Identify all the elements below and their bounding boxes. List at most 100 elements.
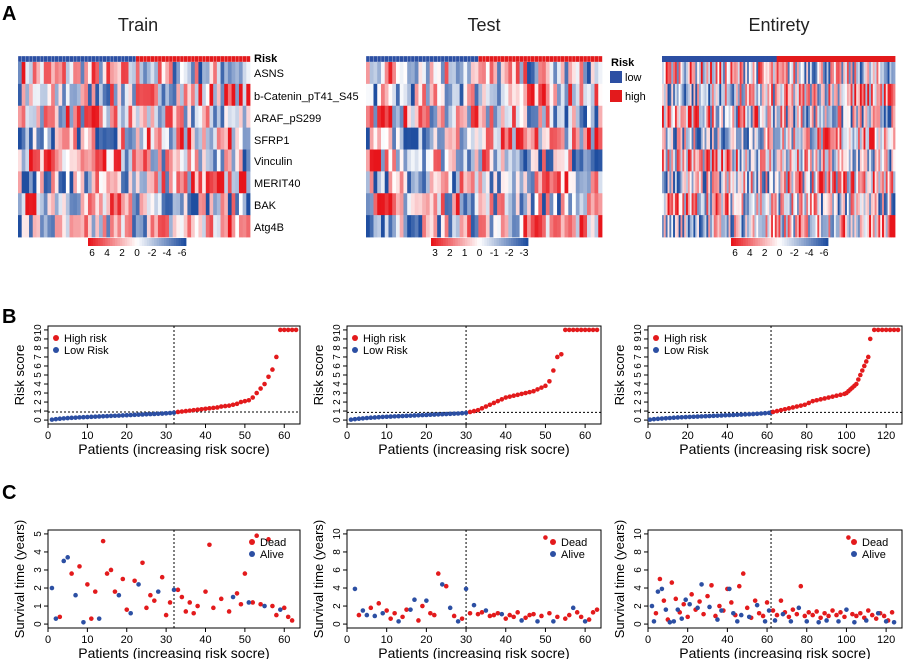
risk-cell: [246, 55, 251, 63]
heatmap-cell: [771, 62, 774, 85]
heatmap-cell: [867, 149, 870, 172]
point-low: [796, 605, 802, 611]
risk-cell: [747, 56, 750, 62]
heatmap-cell: [889, 83, 892, 107]
heatmap-cell: [791, 171, 794, 194]
risk-cell: [819, 56, 822, 62]
heatmap-cell: [198, 83, 203, 107]
heatmap-cell: [384, 215, 389, 238]
heatmap-cell: [680, 83, 683, 107]
risk-cell: [680, 56, 683, 62]
heatmap-cell: [69, 193, 74, 216]
risk-cell: [139, 55, 144, 63]
point-low: [278, 607, 283, 612]
heatmap-cell: [826, 149, 829, 172]
point-low: [719, 608, 724, 613]
heatmap-cell: [787, 215, 790, 238]
heatmap-cell: [691, 215, 694, 238]
heatmap-cell: [180, 149, 185, 172]
point-high: [713, 613, 718, 619]
heatmap-cell: [765, 127, 768, 150]
heatmap-cell: [84, 149, 89, 172]
risk-cell: [32, 55, 37, 63]
heatmap-cell: [557, 171, 562, 194]
heatmap-cell: [748, 105, 752, 129]
heatmap-cell: [845, 105, 848, 129]
heatmap-cell: [817, 105, 820, 129]
x-tick-label: 20: [682, 430, 694, 442]
point-low: [77, 415, 82, 420]
heatmap-cell: [493, 62, 498, 85]
heatmap-cell: [523, 105, 528, 129]
point-high: [515, 392, 520, 398]
heatmap-cell: [785, 62, 789, 85]
heatmap-cell: [388, 127, 393, 150]
color-scale-entirety: 6 4 2 0 -2 -4 -6: [731, 238, 829, 259]
heatmap-cell: [772, 215, 776, 238]
heatmap-cell: [821, 149, 824, 172]
risk-cell: [120, 55, 126, 63]
heatmap-cell: [106, 215, 111, 238]
y-tick-label: 1: [633, 408, 644, 414]
risk-cell: [213, 55, 218, 63]
heatmap-cell: [128, 215, 133, 238]
heatmap-cell: [691, 105, 694, 129]
heatmap-cell: [519, 105, 524, 129]
point-low: [703, 413, 708, 419]
heatmap-cell: [704, 62, 707, 85]
heatmap-cell: [761, 149, 765, 172]
heatmap-cell: [213, 193, 218, 216]
heatmap-cell: [887, 149, 890, 172]
heatmap-cell: [474, 62, 479, 85]
heatmap-cell: [713, 215, 717, 238]
heatmap-cell: [741, 83, 744, 107]
heatmap-cell: [84, 193, 89, 216]
heatmap-cell: [455, 171, 461, 194]
heatmap-cell: [440, 62, 446, 85]
risk-cell: [724, 56, 728, 62]
heatmap-cell: [467, 127, 472, 150]
heatmap-cell: [732, 149, 735, 172]
point-low: [85, 414, 90, 420]
heatmap-cell: [121, 215, 126, 238]
heatmap-cell: [530, 149, 535, 172]
heatmap-cell: [808, 105, 811, 129]
point-high: [356, 612, 362, 618]
heatmap-cell: [54, 127, 59, 150]
heatmap-cell: [832, 105, 835, 129]
heatmap-cell: [846, 83, 850, 107]
heatmap-cell: [715, 105, 718, 129]
heatmap-cell: [467, 193, 472, 216]
heatmap-cell: [135, 149, 140, 172]
heatmap-cell: [568, 215, 573, 238]
heatmap-cell: [117, 127, 122, 150]
heatmap-cell: [850, 83, 853, 107]
heatmap-cell: [667, 62, 670, 85]
heatmap-cell: [730, 62, 733, 85]
heatmap-cell: [747, 105, 750, 129]
heatmap-cell: [515, 62, 520, 85]
heatmap-cell: [800, 105, 803, 129]
risk-cell: [667, 56, 670, 62]
heatmap-cell: [198, 171, 203, 194]
risk-cell: [172, 55, 177, 63]
heatmap-cell: [791, 62, 794, 85]
heatmap-cell: [719, 215, 722, 238]
point-high: [527, 389, 532, 395]
heatmap-cell: [754, 149, 757, 172]
heatmap-cell: [887, 62, 890, 85]
point-high: [112, 589, 118, 594]
heatmap-cell: [58, 193, 63, 216]
risk-cell: [568, 55, 573, 63]
heatmap-cell: [776, 83, 779, 107]
risk-cell: [161, 55, 166, 63]
heatmap-cell: [545, 215, 550, 238]
heatmap-cell: [691, 171, 694, 194]
risk-cell: [106, 55, 111, 63]
heatmap-cell: [91, 127, 96, 150]
point-low: [707, 604, 712, 610]
point-high: [774, 408, 780, 414]
risk-cell: [176, 55, 181, 63]
heatmap-cell: [47, 127, 52, 150]
